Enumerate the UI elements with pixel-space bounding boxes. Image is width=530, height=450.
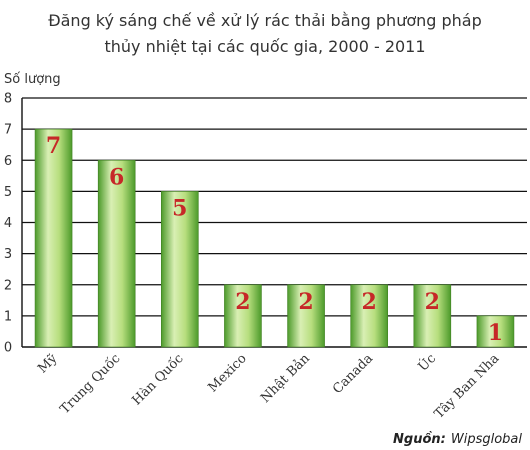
grid — [21, 97, 527, 348]
y-tick-label: 6 — [4, 154, 12, 169]
bars — [34, 128, 515, 348]
bar — [413, 284, 452, 348]
data-label: 1 — [488, 320, 503, 346]
source-prefix: Nguồn: — [393, 432, 446, 447]
data-labels: 7 6 5 2 2 2 2 1 — [46, 133, 503, 346]
source-note: Nguồn: Wipsglobal — [393, 432, 522, 447]
data-label: 5 — [172, 195, 187, 221]
chart-title-line-2: thủy nhiệt tại các quốc gia, 2000 - 2011 — [104, 37, 425, 56]
data-label: 6 — [109, 164, 124, 190]
x-tick-label: Canada — [330, 351, 376, 397]
y-tick-label: 4 — [4, 216, 12, 231]
y-tick-label: 8 — [4, 92, 12, 107]
source-name: Wipsglobal — [451, 432, 523, 447]
y-tick-label: 5 — [4, 185, 12, 200]
bar — [287, 284, 325, 348]
y-ticks: 0 1 2 3 4 5 6 7 8 — [4, 92, 12, 356]
bar — [224, 284, 262, 348]
x-tick-label: Úc — [414, 350, 439, 375]
bar — [161, 191, 199, 348]
x-tick-label: Mexico — [205, 351, 249, 395]
data-label: 2 — [235, 289, 250, 315]
x-tick-label: Trung Quốc — [57, 351, 124, 418]
y-tick-label: 2 — [4, 278, 12, 293]
y-tick-label: 0 — [4, 341, 12, 356]
bar — [97, 159, 136, 348]
data-label: 2 — [362, 289, 377, 315]
x-tick-label: Mỹ — [35, 351, 61, 377]
x-tick-label: Tây Ban Nha — [432, 351, 503, 422]
bar — [34, 128, 73, 348]
y-tick-label: 3 — [4, 247, 12, 262]
y-tick-label: 7 — [4, 123, 12, 138]
data-label: 7 — [46, 133, 61, 159]
y-tick-label: 1 — [4, 309, 12, 324]
data-label: 2 — [425, 289, 440, 315]
bar — [476, 315, 515, 348]
x-tick-label: Hàn Quốc — [129, 351, 187, 409]
x-tick-label: Nhật Bản — [258, 351, 313, 406]
y-axis-label: Số lượng — [4, 72, 61, 87]
data-label: 2 — [298, 289, 313, 315]
bar — [350, 284, 388, 348]
chart-title-line-1: Đăng ký sáng chế về xử lý rác thải bằng … — [48, 11, 482, 30]
